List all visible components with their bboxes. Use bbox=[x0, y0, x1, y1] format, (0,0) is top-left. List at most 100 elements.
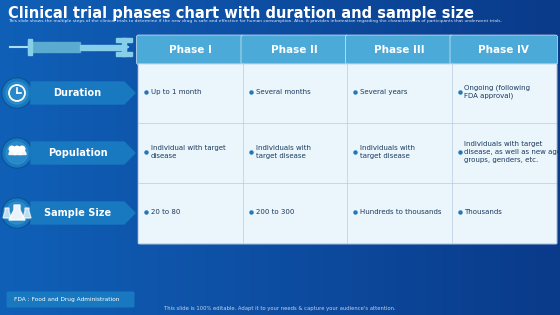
Bar bbox=[272, 0, 273, 315]
Bar bbox=[430, 0, 431, 315]
Bar bbox=[468, 0, 469, 315]
Bar bbox=[373, 0, 374, 315]
Bar bbox=[97, 0, 98, 315]
Bar bbox=[496, 0, 497, 315]
Bar bbox=[55, 0, 56, 315]
Bar bbox=[182, 0, 183, 315]
Bar bbox=[110, 0, 111, 315]
Bar bbox=[152, 0, 153, 315]
Bar bbox=[224, 0, 225, 315]
Bar bbox=[247, 0, 248, 315]
Bar bbox=[27, 0, 28, 315]
Bar bbox=[351, 0, 352, 315]
Text: 200 to 300: 200 to 300 bbox=[255, 209, 294, 215]
Bar bbox=[436, 0, 437, 315]
Bar bbox=[507, 0, 508, 315]
Bar bbox=[112, 0, 113, 315]
Bar bbox=[159, 0, 160, 315]
Bar bbox=[0, 0, 1, 315]
Bar bbox=[102, 0, 103, 315]
Bar bbox=[306, 0, 307, 315]
Bar bbox=[121, 0, 122, 315]
Bar bbox=[144, 0, 145, 315]
Bar bbox=[222, 0, 223, 315]
Bar bbox=[441, 0, 442, 315]
Bar bbox=[98, 0, 99, 315]
Bar bbox=[494, 0, 495, 315]
Bar bbox=[443, 0, 444, 315]
Bar bbox=[323, 0, 324, 315]
Bar bbox=[435, 0, 436, 315]
Bar bbox=[142, 0, 143, 315]
Bar bbox=[83, 0, 84, 315]
Bar bbox=[414, 0, 415, 315]
Bar bbox=[181, 0, 182, 315]
Bar bbox=[3, 0, 4, 315]
Circle shape bbox=[14, 146, 20, 152]
Bar bbox=[141, 0, 142, 315]
Bar bbox=[438, 0, 439, 315]
Bar bbox=[310, 0, 311, 315]
Bar bbox=[514, 0, 515, 315]
Bar bbox=[227, 0, 228, 315]
Bar bbox=[524, 0, 525, 315]
Bar bbox=[60, 0, 61, 315]
Bar bbox=[474, 0, 475, 315]
Bar bbox=[462, 0, 463, 315]
Bar bbox=[280, 0, 281, 315]
Text: This slide shows the multiple steps of the clinical trials to determine if the n: This slide shows the multiple steps of t… bbox=[8, 19, 502, 23]
Bar bbox=[488, 0, 489, 315]
Bar bbox=[92, 0, 93, 315]
Circle shape bbox=[6, 82, 28, 104]
Bar bbox=[167, 0, 168, 315]
Bar bbox=[398, 0, 399, 315]
Bar bbox=[66, 0, 67, 315]
Bar bbox=[292, 0, 293, 315]
Bar bbox=[396, 0, 397, 315]
Bar bbox=[452, 0, 453, 315]
Bar bbox=[319, 0, 320, 315]
Bar bbox=[334, 0, 335, 315]
Bar bbox=[194, 0, 195, 315]
Bar bbox=[162, 0, 163, 315]
Bar bbox=[354, 0, 355, 315]
Bar bbox=[429, 0, 430, 315]
Bar bbox=[63, 0, 64, 315]
Bar bbox=[32, 0, 33, 315]
Bar bbox=[185, 0, 186, 315]
Bar bbox=[133, 0, 134, 315]
Bar bbox=[405, 0, 406, 315]
Bar bbox=[143, 0, 144, 315]
Bar bbox=[199, 0, 200, 315]
Bar bbox=[508, 0, 509, 315]
Bar bbox=[138, 184, 556, 243]
Bar bbox=[513, 0, 514, 315]
Bar bbox=[283, 0, 284, 315]
Bar bbox=[329, 0, 330, 315]
Text: Phase III: Phase III bbox=[374, 45, 424, 55]
Bar bbox=[404, 0, 405, 315]
Bar bbox=[324, 0, 325, 315]
Bar bbox=[461, 0, 462, 315]
Bar bbox=[126, 0, 127, 315]
Text: Sample Size: Sample Size bbox=[44, 208, 111, 218]
Bar bbox=[180, 0, 181, 315]
Bar bbox=[95, 0, 96, 315]
Bar bbox=[460, 0, 461, 315]
Bar bbox=[264, 0, 265, 315]
Bar bbox=[498, 0, 499, 315]
Bar bbox=[286, 0, 287, 315]
Bar bbox=[204, 0, 205, 315]
Bar bbox=[387, 0, 388, 315]
Bar bbox=[344, 0, 345, 315]
Bar bbox=[120, 0, 121, 315]
FancyBboxPatch shape bbox=[450, 35, 558, 65]
Bar bbox=[147, 0, 148, 315]
Bar bbox=[186, 0, 187, 315]
Polygon shape bbox=[23, 208, 31, 218]
Bar bbox=[523, 0, 524, 315]
Bar bbox=[539, 0, 540, 315]
Bar bbox=[51, 0, 52, 315]
Bar bbox=[183, 0, 184, 315]
Bar bbox=[290, 0, 291, 315]
